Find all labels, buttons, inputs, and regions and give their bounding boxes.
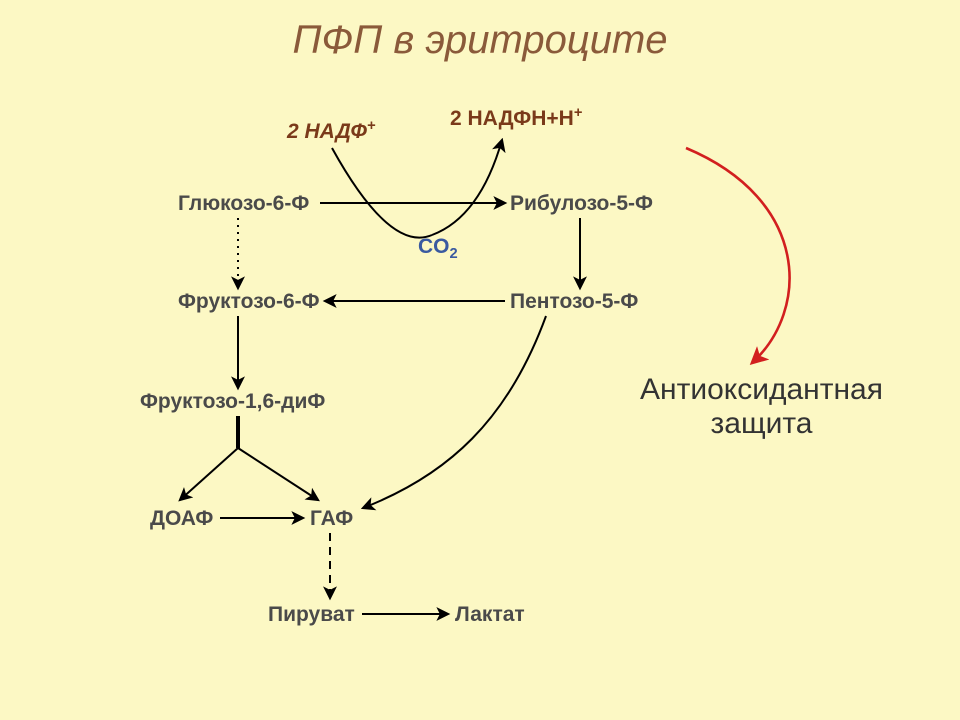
node-pentose-5p: Пентозо-5-Ф [510, 290, 638, 314]
annotation-antioxidant: Антиоксидантная защита [640, 373, 883, 441]
node-ribulose-5p: Рибулозо-5-Ф [510, 192, 653, 216]
node-gaf: ГАФ [310, 507, 353, 531]
node-glucose-6p: Глюкозо-6-Ф [178, 192, 309, 216]
annotation-line2: защита [640, 407, 883, 441]
node-pyruvate: Пируват [268, 603, 355, 627]
annotation-line1: Антиоксидантная [640, 373, 883, 407]
slide-title-text: ПФП в эритроците [292, 18, 667, 62]
slide-title: ПФП в эритроците [0, 18, 960, 63]
node-fructose-6p: Фруктозо-6-Ф [178, 290, 320, 314]
node-lactate: Лактат [455, 603, 525, 627]
node-nadph: 2 НАДФН+H+ [450, 105, 582, 131]
node-co2: CO2 [418, 235, 458, 262]
node-fructose-16dp: Фруктозо-1,6-диФ [140, 390, 325, 414]
node-doaf: ДОАФ [150, 507, 213, 531]
node-nadp: 2 НАДФ+ [287, 118, 376, 144]
